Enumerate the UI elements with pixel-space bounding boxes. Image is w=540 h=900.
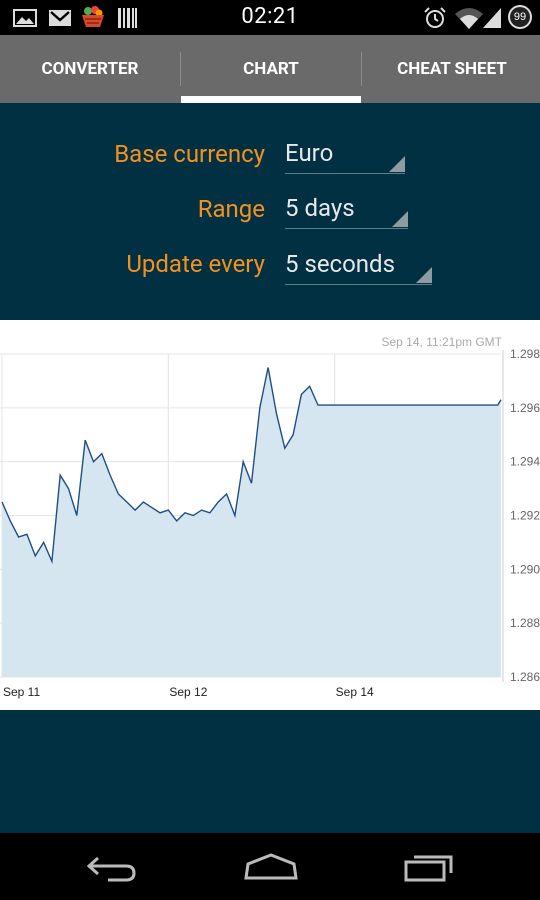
tab-divider	[361, 52, 362, 86]
signal-icon	[483, 8, 501, 28]
recent-apps-button[interactable]	[403, 850, 457, 882]
update-every-spinner[interactable]: 5 seconds	[285, 248, 432, 285]
chart-timestamp: Sep 14, 11:21pm GMT	[381, 335, 502, 349]
home-button[interactable]	[243, 852, 299, 882]
base-currency-value: Euro	[285, 139, 334, 167]
y-tick-label: 1.290	[510, 562, 540, 576]
tab-converter-label: CONVERTER	[41, 59, 139, 79]
update-every-label: Update every	[126, 250, 265, 278]
basket-icon	[82, 6, 104, 27]
gmail-icon	[49, 10, 71, 26]
y-tick-label: 1.296	[510, 401, 540, 415]
status-bar: 02:21 99	[0, 0, 540, 35]
settings-panel: Base currency Euro Range 5 days Update e…	[0, 103, 540, 320]
tab-divider	[180, 52, 181, 86]
home-icon	[244, 853, 298, 880]
tab-bar: CONVERTER CHART CHEAT SHEET	[0, 35, 540, 103]
alarm-icon	[424, 7, 446, 28]
tab-chart[interactable]: CHART	[181, 35, 361, 103]
base-currency-spinner[interactable]: Euro	[285, 137, 405, 174]
navigation-bar	[0, 833, 540, 900]
dropdown-arrow-icon	[416, 267, 432, 283]
update-every-value: 5 seconds	[285, 250, 395, 278]
series-line	[1, 367, 502, 565]
base-currency-label: Base currency	[114, 140, 265, 168]
tab-chart-label: CHART	[243, 59, 299, 79]
y-tick-label: 1.288	[510, 616, 540, 630]
back-arrow-icon	[86, 856, 136, 882]
back-button[interactable]	[86, 852, 138, 882]
y-tick-label: 1.298	[510, 347, 540, 361]
dropdown-arrow-icon	[392, 211, 408, 227]
picture-icon	[13, 9, 37, 27]
y-tick-label: 1.286	[510, 670, 540, 684]
series-area-fill	[2, 367, 501, 677]
x-tick-label: Sep 14	[336, 685, 374, 699]
panel-background	[0, 710, 540, 833]
battery-level: 99	[510, 7, 530, 27]
battery-icon: 99	[508, 5, 532, 29]
range-value: 5 days	[285, 194, 355, 222]
tab-converter[interactable]: CONVERTER	[0, 35, 180, 103]
clock: 02:21	[241, 4, 299, 29]
tab-cheat-sheet-label: CHEAT SHEET	[397, 59, 507, 79]
recent-apps-icon	[404, 855, 453, 882]
chart-canvas: 1.298 1.296 1.294 1.292 1.290 1.288 1.286 Sep …	[0, 335, 540, 699]
range-label: Range	[197, 195, 265, 223]
dropdown-arrow-icon	[389, 156, 405, 172]
tab-selected-indicator	[181, 96, 361, 103]
y-tick-label: 1.292	[510, 509, 540, 523]
range-spinner[interactable]: 5 days	[285, 192, 408, 229]
barcode-icon	[118, 8, 137, 28]
x-tick-label: Sep 12	[169, 685, 207, 699]
wifi-icon	[455, 8, 483, 29]
x-tick-label: Sep 11	[3, 685, 40, 699]
tab-cheat-sheet[interactable]: CHEAT SHEET	[362, 35, 540, 103]
rate-chart: 1.298 1.296 1.294 1.292 1.290 1.288 1.286 Sep …	[0, 320, 540, 710]
y-tick-label: 1.294	[510, 455, 540, 469]
